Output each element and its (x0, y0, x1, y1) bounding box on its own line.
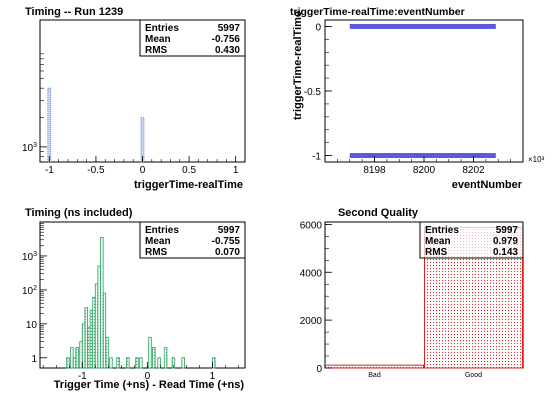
histogram-bar (47, 87, 52, 163)
y-tick-label: 10 (26, 320, 38, 331)
panel2-series (349, 23, 496, 159)
histogram-bar (105, 336, 109, 369)
panel2-title: triggerTime-realTime:eventNumber (290, 6, 465, 18)
x-tick-label: -1 (45, 165, 54, 176)
stats-value-rms: 0.430 (215, 45, 240, 56)
histogram-bar (135, 357, 139, 369)
histogram-bar (148, 336, 152, 369)
panel3-xlabel: Trigger Time (+ns) - Read Time (+ns) (54, 379, 245, 391)
x-tick-label: 8200 (413, 165, 436, 176)
y-tick-label: 0 (316, 364, 322, 375)
y-tick-label: 0 (315, 22, 321, 33)
histogram-bar (163, 347, 168, 369)
histogram-bar (126, 357, 130, 369)
stats-value-mean: -0.755 (212, 236, 241, 247)
histogram-bar (181, 357, 185, 369)
y-tick-label: 4000 (300, 268, 323, 279)
y-tick-label: 103 (22, 142, 37, 154)
stats-value-rms: 0.143 (493, 247, 518, 258)
stats-label-rms: RMS (145, 45, 168, 56)
x-tick-label: 8202 (462, 165, 485, 176)
panel1-bars (47, 87, 145, 163)
y-tick-label: -1 (312, 152, 321, 163)
stats-label-mean: Mean (145, 236, 171, 247)
stats-value-mean: -0.756 (212, 34, 241, 45)
stats-label-entries: Entries (145, 225, 179, 236)
panel-timing-ns: Timing (ns included) -1 0 1 1 10 102 103 Trigg… (22, 207, 246, 391)
histogram-bar (116, 357, 120, 369)
x-tick-label: 0.5 (182, 165, 196, 176)
panel4-axes: Bad Good 0 2000 4000 6000 (300, 220, 482, 379)
panel3-bars (66, 237, 216, 369)
histogram-bar (157, 357, 161, 369)
histogram-bar (152, 347, 156, 369)
panel1-title: Timing -- Run 1239 (25, 6, 123, 18)
scatter-band (349, 23, 496, 29)
stats-label-entries: Entries (145, 23, 179, 34)
panel-second-quality: Second Quality Bad Good 0 2000 4000 6000 Entr… (300, 207, 524, 379)
panel1-xlabel: triggerTime-realTime (134, 179, 243, 191)
stats-label-rms: RMS (145, 247, 168, 258)
histogram-bar (75, 347, 79, 369)
panel-timing-run: Timing -- Run 1239 -1 -0.5 0 0.5 1 103 trigge… (22, 6, 246, 191)
panel-trigger-vs-event: triggerTime-realTime:eventNumber 8198 820… (290, 6, 545, 191)
x-tick-label: 8198 (363, 165, 386, 176)
y-tick-label: -0.5 (304, 87, 322, 98)
y-tick-label: 1 (31, 354, 37, 365)
stats-value-entries: 5997 (218, 23, 241, 34)
panel2-x-multiplier: ×10³ (528, 155, 545, 164)
panel2-axes: 8198 8200 8202 0 -0.5 -1 (304, 22, 511, 176)
panel4-title: Second Quality (338, 207, 419, 219)
scatter-band (349, 153, 496, 159)
x-tick-label: 0 (145, 371, 151, 382)
panel2-xlabel: eventNumber (452, 179, 523, 191)
x-tick-label: 1 (210, 371, 216, 382)
x-tick-label: -1 (78, 371, 87, 382)
stats-value-entries: 5997 (496, 225, 519, 236)
panel3-stats-box: Entries 5997 Mean -0.755 RMS 0.070 (139, 221, 246, 259)
panel3-title: Timing (ns included) (25, 207, 133, 219)
stats-label-rms: RMS (425, 247, 448, 258)
stats-value-entries: 5997 (218, 225, 241, 236)
x-tick-label: 1 (233, 165, 239, 176)
x-tick-label: -0.5 (87, 165, 105, 176)
panel1-stats-box: Entries 5997 Mean -0.756 RMS 0.430 (139, 19, 246, 57)
category-label: Good (465, 372, 482, 379)
panel2-frame (324, 19, 524, 163)
x-tick-label: 0 (140, 165, 146, 176)
y-tick-label: 2000 (300, 316, 323, 327)
stats-value-mean: 0.979 (493, 236, 518, 247)
stats-label-mean: Mean (145, 34, 171, 45)
panel1-axes: -1 -0.5 0 0.5 1 103 (22, 53, 239, 176)
histogram-bar (140, 117, 145, 163)
histogram-bar (102, 292, 107, 369)
histogram-bar (109, 357, 113, 369)
stats-value-rms: 0.070 (215, 247, 240, 258)
stats-label-mean: Mean (425, 236, 451, 247)
panel4-stats-box: Entries 5997 Mean 0.979 RMS 0.143 (419, 221, 524, 259)
histogram-bar (66, 357, 70, 369)
category-label: Bad (368, 372, 381, 379)
y-tick-label: 102 (22, 285, 37, 297)
histogram-bar (139, 357, 143, 369)
y-tick-label: 6000 (300, 220, 323, 231)
y-tick-label: 103 (22, 251, 37, 263)
category-bar (325, 364, 424, 369)
panel2-ylabel: triggerTime-realTime (292, 11, 304, 120)
stats-label-entries: Entries (425, 225, 459, 236)
